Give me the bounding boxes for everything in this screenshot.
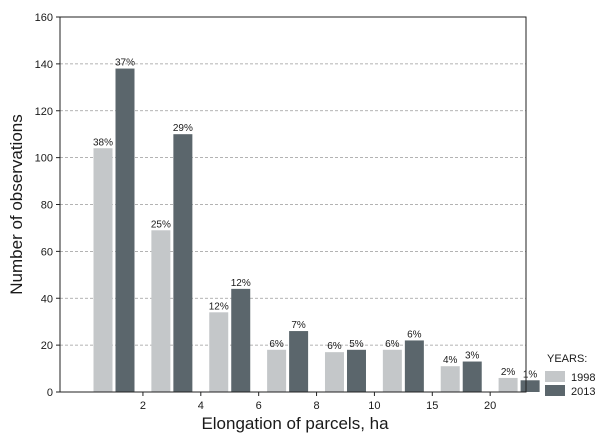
- y-tick-label: 40: [41, 293, 53, 305]
- grid-lines: [60, 63, 526, 346]
- bar-1998-8: [498, 377, 518, 392]
- data-label-2013-5: 5%: [349, 339, 364, 350]
- x-tick-label: 2: [140, 400, 146, 412]
- legend-label-2013: 2013: [571, 386, 595, 398]
- x-tick-label: 4: [198, 400, 204, 412]
- data-label-2013-3: 12%: [231, 278, 251, 289]
- y-tick-label: 20: [41, 340, 53, 352]
- legend: YEARS: 1998 2013: [545, 353, 595, 398]
- x-tick-label: 8: [313, 400, 319, 412]
- bar-1998-1: [93, 148, 113, 392]
- y-axis-title: Number of observations: [7, 114, 26, 294]
- data-label-2013-4: 7%: [291, 320, 306, 331]
- y-tick-label: 140: [35, 59, 53, 71]
- bar-2013-3: [231, 288, 251, 392]
- y-tick-label: 120: [35, 106, 53, 118]
- bar-2013-5: [346, 349, 366, 392]
- data-label-1998-7: 4%: [443, 355, 458, 366]
- x-tick-label: 15: [426, 400, 438, 412]
- data-label-2013-7: 3%: [465, 351, 480, 362]
- bars: [93, 68, 540, 392]
- legend-swatch-1998: [545, 371, 565, 382]
- bar-2013-1: [115, 68, 135, 392]
- legend-title: YEARS:: [547, 353, 587, 365]
- bar-1998-2: [151, 230, 171, 392]
- y-axis: 0 20 40 60 80 100 120 140 160: [35, 12, 60, 399]
- bar-2013-6: [404, 340, 424, 392]
- data-label-1998-2: 25%: [151, 219, 171, 230]
- data-label-2013-8: 1%: [523, 369, 538, 380]
- y-tick-label: 60: [41, 246, 53, 258]
- legend-swatch-2013: [545, 385, 565, 396]
- data-label-1998-4: 6%: [269, 339, 284, 350]
- data-label-1998-6: 6%: [385, 339, 400, 350]
- x-axis: 2 4 6 8 10 15 20: [140, 392, 496, 412]
- data-labels: 38% 25% 12% 6% 6% 6% 4% 2% 37% 29% 12% 7% 5% 6% 3% 1%: [93, 58, 537, 381]
- bar-2013-4: [289, 331, 309, 392]
- bar-2013-7: [462, 361, 482, 392]
- data-label-1998-1: 38%: [93, 137, 113, 148]
- bar-2013-8: [520, 380, 540, 392]
- y-tick-label: 0: [47, 387, 53, 399]
- bar-1998-7: [440, 366, 460, 392]
- legend-label-1998: 1998: [571, 372, 595, 384]
- x-tick-label: 6: [256, 400, 262, 412]
- x-axis-title: Elongation of parcels, ha: [201, 414, 389, 433]
- data-label-1998-8: 2%: [501, 367, 516, 378]
- bar-2013-2: [173, 134, 193, 392]
- data-label-2013-2: 29%: [173, 123, 193, 134]
- x-tick-label: 20: [484, 400, 496, 412]
- bar-1998-5: [324, 352, 344, 392]
- x-tick-label: 10: [368, 400, 380, 412]
- bar-1998-4: [267, 349, 287, 392]
- data-label-2013-6: 6%: [407, 329, 422, 340]
- data-label-1998-5: 6%: [327, 341, 342, 352]
- y-tick-label: 80: [41, 200, 53, 212]
- data-label-1998-3: 12%: [209, 301, 229, 312]
- y-tick-label: 100: [35, 153, 53, 165]
- bar-1998-3: [209, 312, 229, 392]
- bar-1998-6: [382, 349, 402, 392]
- y-tick-label: 160: [35, 12, 53, 24]
- data-label-2013-1: 37%: [115, 58, 135, 69]
